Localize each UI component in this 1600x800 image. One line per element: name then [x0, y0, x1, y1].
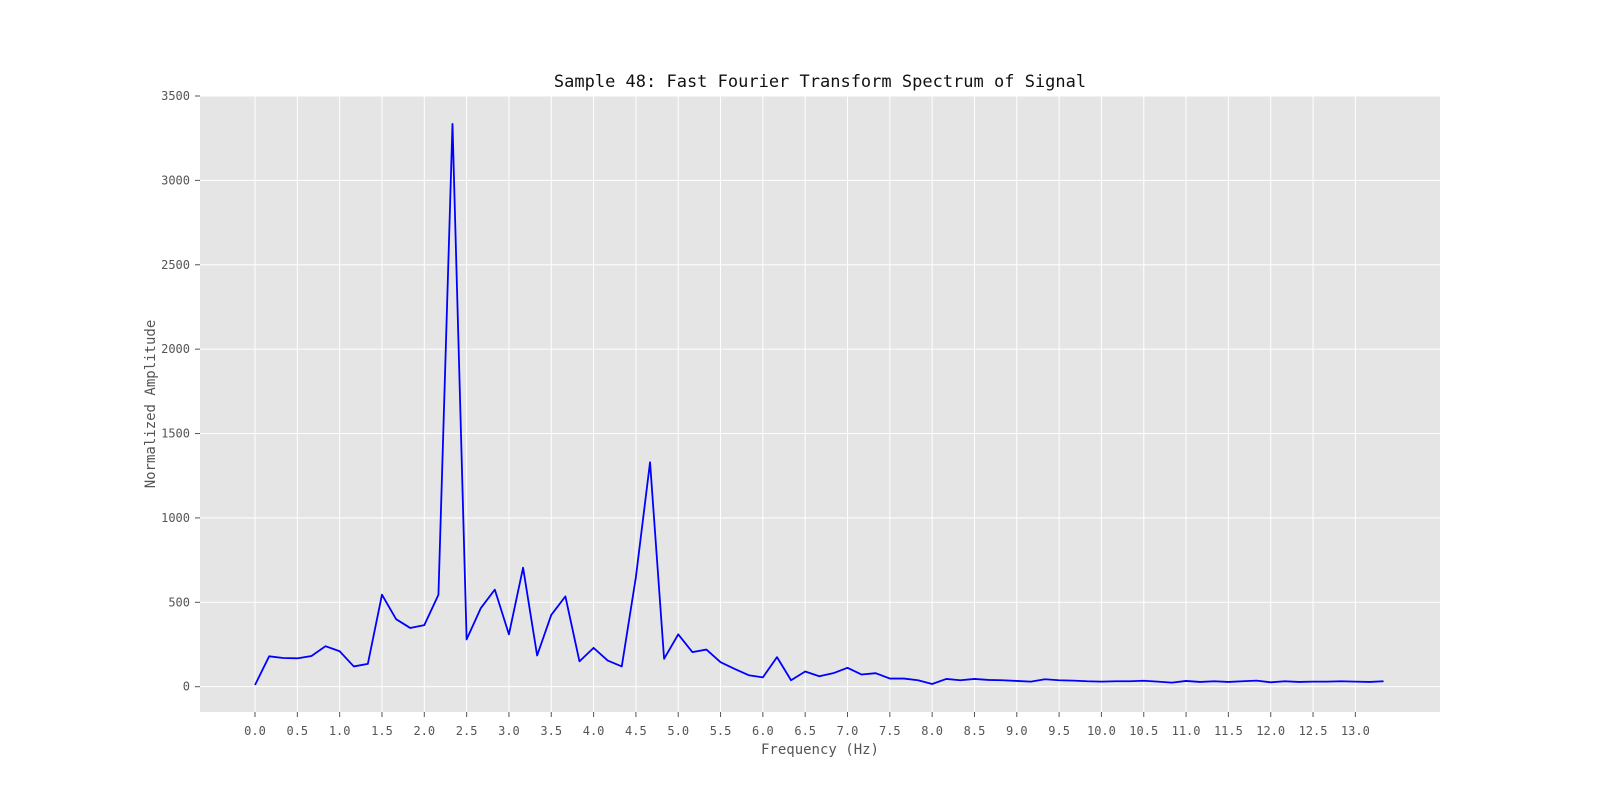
spectrum-line — [254, 122, 1384, 686]
x-tick-label: 7.0 — [837, 724, 859, 738]
y-axis-label: Normalized Amplitude — [143, 320, 159, 489]
x-tick-label: 6.5 — [794, 724, 816, 738]
y-tick-label: 2000 — [161, 342, 190, 356]
x-tick-label: 8.5 — [964, 724, 986, 738]
x-tick-label: 3.0 — [498, 724, 520, 738]
x-tick-label: 1.5 — [371, 724, 393, 738]
plot-background — [200, 96, 1440, 712]
y-gridlines — [200, 95, 1440, 688]
x-tick-label: 11.5 — [1214, 724, 1243, 738]
x-tick-label: 11.0 — [1172, 724, 1201, 738]
chart-title: Sample 48: Fast Fourier Transform Spectr… — [554, 72, 1086, 92]
y-tick-label: 0 — [183, 680, 190, 694]
y-tick-label: 2500 — [161, 258, 190, 272]
x-gridlines — [254, 96, 1356, 712]
x-tick-label: 1.0 — [329, 724, 351, 738]
x-tick-label: 9.5 — [1048, 724, 1070, 738]
x-tick-label: 9.0 — [1006, 724, 1028, 738]
y-tick-label: 3500 — [161, 89, 190, 103]
x-tick-label: 0.5 — [286, 724, 308, 738]
x-tick-label: 0.0 — [244, 724, 266, 738]
x-tick-label: 12.5 — [1299, 724, 1328, 738]
x-tick-label: 12.0 — [1256, 724, 1285, 738]
x-tick-label: 10.5 — [1129, 724, 1158, 738]
x-tick-label: 4.5 — [625, 724, 647, 738]
y-axis-ticks: 0 500 1000 1500 2000 2500 3000 3500 — [161, 89, 200, 694]
x-tick-label: 13.0 — [1341, 724, 1370, 738]
y-tick-label: 500 — [168, 595, 190, 609]
x-tick-label: 2.5 — [456, 724, 478, 738]
x-tick-label: 5.0 — [667, 724, 689, 738]
x-tick-label: 3.5 — [540, 724, 562, 738]
x-tick-label: 6.0 — [752, 724, 774, 738]
y-tick-label: 3000 — [161, 173, 190, 187]
x-axis-label: Frequency (Hz) — [761, 742, 879, 758]
x-tick-label: 10.0 — [1087, 724, 1116, 738]
y-tick-label: 1000 — [161, 511, 190, 525]
x-tick-label: 2.0 — [413, 724, 435, 738]
x-tick-label: 8.0 — [921, 724, 943, 738]
x-tick-label: 5.5 — [710, 724, 732, 738]
y-tick-label: 1500 — [161, 427, 190, 441]
x-tick-label: 7.5 — [879, 724, 901, 738]
x-axis-ticks: 0.0 0.5 1.0 1.5 2.0 2.5 3.0 3.5 4.0 4.5 5.0 5.5 6.0 6… — [244, 712, 1370, 738]
x-tick-label: 4.0 — [583, 724, 605, 738]
